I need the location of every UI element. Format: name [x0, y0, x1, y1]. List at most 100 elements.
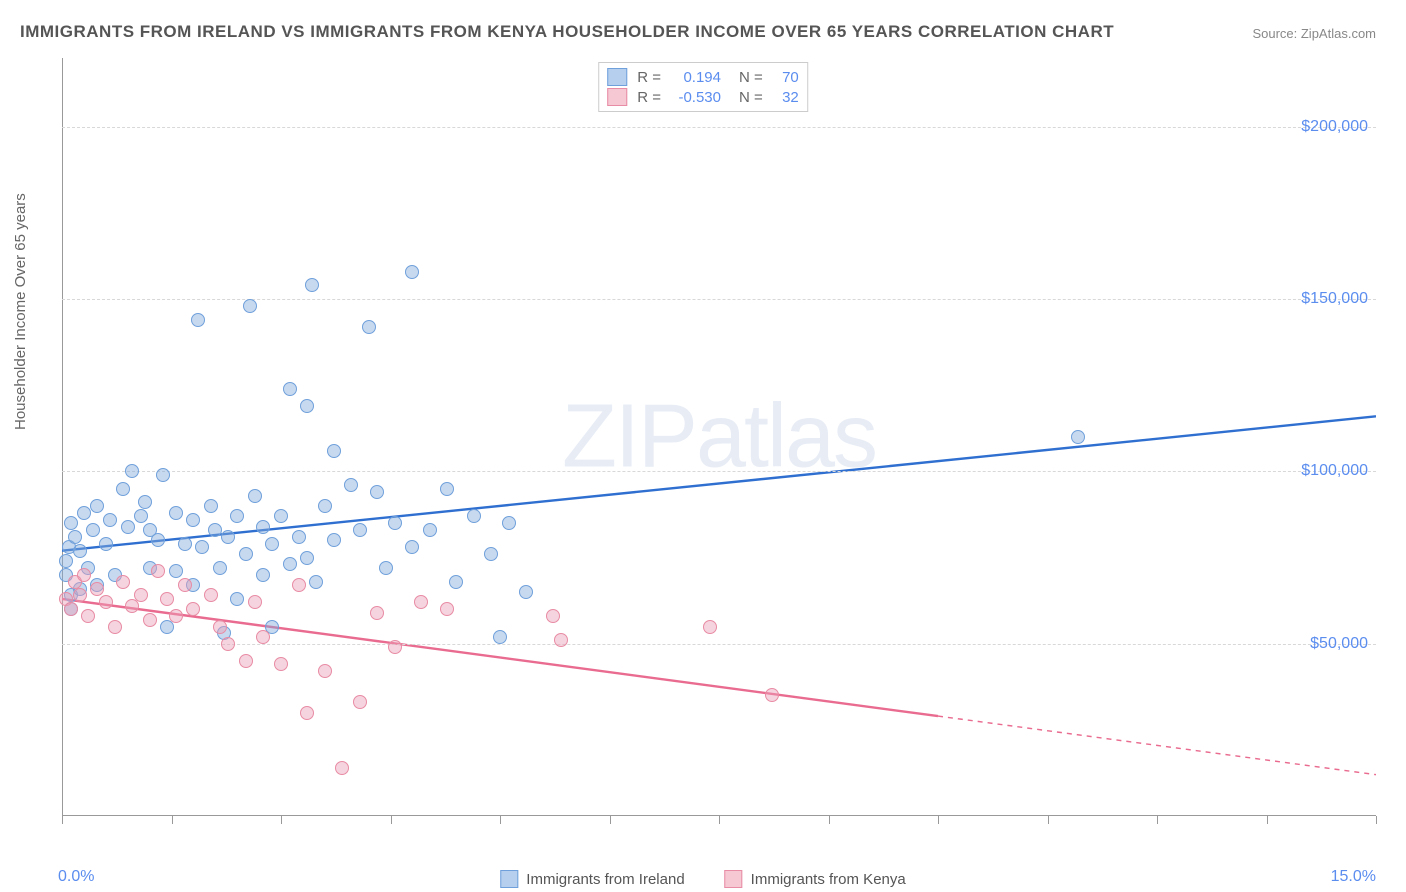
scatter-point-ireland [344, 478, 358, 492]
scatter-point-kenya [81, 609, 95, 623]
scatter-point-ireland [243, 299, 257, 313]
scatter-point-ireland [213, 561, 227, 575]
scatter-point-kenya [318, 664, 332, 678]
scatter-point-ireland [1071, 430, 1085, 444]
legend-n-label: N = [739, 89, 763, 106]
scatter-point-ireland [221, 530, 235, 544]
scatter-point-ireland [116, 482, 130, 496]
legend-series-label: Immigrants from Kenya [751, 871, 906, 888]
scatter-point-ireland [169, 564, 183, 578]
scatter-point-kenya [73, 588, 87, 602]
scatter-point-ireland [59, 554, 73, 568]
legend-swatch [607, 88, 627, 106]
scatter-point-ireland [379, 561, 393, 575]
legend-series-label: Immigrants from Ireland [526, 871, 684, 888]
y-tick-label: $100,000 [1301, 462, 1368, 480]
scatter-point-kenya [414, 595, 428, 609]
scatter-point-kenya [370, 606, 384, 620]
x-tick [391, 816, 392, 824]
legend-series-item: Immigrants from Kenya [725, 870, 906, 888]
trend-lines-layer [62, 58, 1376, 816]
scatter-point-kenya [108, 620, 122, 634]
scatter-point-kenya [703, 620, 717, 634]
scatter-point-ireland [191, 313, 205, 327]
legend-r-value: 0.194 [667, 69, 721, 86]
scatter-point-kenya [239, 654, 253, 668]
x-tick [500, 816, 501, 824]
series-legend: Immigrants from Ireland Immigrants from K… [500, 870, 905, 888]
x-axis-min-label: 0.0% [58, 868, 94, 886]
x-tick [281, 816, 282, 824]
scatter-point-ireland [370, 485, 384, 499]
scatter-point-ireland [178, 537, 192, 551]
scatter-point-ireland [248, 489, 262, 503]
scatter-point-ireland [186, 513, 200, 527]
scatter-point-ireland [103, 513, 117, 527]
scatter-point-ireland [327, 444, 341, 458]
scatter-point-kenya [440, 602, 454, 616]
scatter-point-ireland [156, 468, 170, 482]
scatter-point-ireland [300, 551, 314, 565]
scatter-point-kenya [256, 630, 270, 644]
scatter-point-ireland [204, 499, 218, 513]
trend-line-kenya [62, 599, 938, 716]
scatter-point-ireland [388, 516, 402, 530]
gridline-h [62, 127, 1376, 128]
legend-r-label: R = [637, 69, 661, 86]
scatter-point-kenya [90, 582, 104, 596]
scatter-point-ireland [256, 520, 270, 534]
scatter-point-kenya [248, 595, 262, 609]
scatter-point-kenya [151, 564, 165, 578]
legend-swatch [607, 68, 627, 86]
scatter-point-kenya [116, 575, 130, 589]
x-tick [1267, 816, 1268, 824]
scatter-point-ireland [125, 464, 139, 478]
x-tick [172, 816, 173, 824]
scatter-point-kenya [178, 578, 192, 592]
scatter-point-ireland [77, 506, 91, 520]
y-tick-label: $150,000 [1301, 290, 1368, 308]
scatter-point-kenya [77, 568, 91, 582]
scatter-point-ireland [283, 382, 297, 396]
y-axis-label: Householder Income Over 65 years [12, 193, 29, 430]
legend-n-label: N = [739, 69, 763, 86]
scatter-point-ireland [256, 568, 270, 582]
scatter-point-ireland [449, 575, 463, 589]
source-label: Source: ZipAtlas.com [1252, 26, 1376, 41]
x-tick [719, 816, 720, 824]
x-tick [938, 816, 939, 824]
x-tick [62, 816, 63, 824]
gridline-h [62, 299, 1376, 300]
scatter-point-ireland [309, 575, 323, 589]
gridline-h [62, 471, 1376, 472]
y-tick-label: $50,000 [1310, 635, 1368, 653]
scatter-point-kenya [274, 657, 288, 671]
scatter-point-ireland [353, 523, 367, 537]
legend-swatch [500, 870, 518, 888]
scatter-point-kenya [300, 706, 314, 720]
scatter-point-ireland [73, 544, 87, 558]
scatter-point-kenya [160, 592, 174, 606]
legend-correlation-row: R =-0.530N =32 [607, 87, 799, 107]
x-tick [1376, 816, 1377, 824]
trend-line-dashed-kenya [938, 716, 1376, 775]
scatter-point-kenya [221, 637, 235, 651]
scatter-point-ireland [327, 533, 341, 547]
legend-r-label: R = [637, 89, 661, 106]
scatter-point-kenya [134, 588, 148, 602]
scatter-point-ireland [300, 399, 314, 413]
scatter-point-ireland [151, 533, 165, 547]
scatter-point-ireland [405, 265, 419, 279]
scatter-point-ireland [208, 523, 222, 537]
scatter-point-ireland [440, 482, 454, 496]
watermark: ZIPatlas [562, 386, 876, 489]
scatter-point-ireland [484, 547, 498, 561]
scatter-point-kenya [204, 588, 218, 602]
scatter-point-kenya [765, 688, 779, 702]
scatter-point-ireland [519, 585, 533, 599]
scatter-point-ireland [305, 278, 319, 292]
scatter-point-ireland [195, 540, 209, 554]
scatter-point-kenya [546, 609, 560, 623]
x-tick [1048, 816, 1049, 824]
y-tick-label: $200,000 [1301, 118, 1368, 136]
